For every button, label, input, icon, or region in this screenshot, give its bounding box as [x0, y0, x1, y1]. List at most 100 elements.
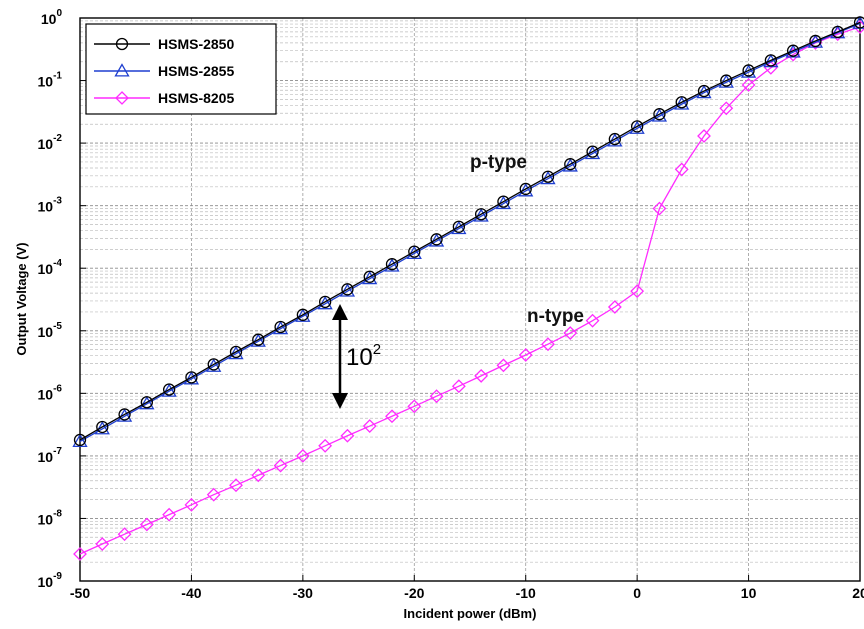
- data-point-hsms-2855: [451, 220, 467, 235]
- y-tick-exponent: -4: [53, 258, 62, 269]
- data-point-hsms-8205: [385, 409, 399, 424]
- data-point-hsms-8205: [162, 507, 177, 522]
- y-tick-base: 10: [38, 136, 54, 152]
- x-tick-label: -20: [404, 585, 424, 601]
- data-point-hsms-2855: [807, 34, 824, 48]
- data-point-hsms-8205: [318, 438, 333, 453]
- data-point-hsms-2850: [185, 371, 198, 384]
- y-tick-base: 10: [38, 324, 54, 340]
- y-tick-base: 10: [38, 386, 54, 402]
- data-point-hsms-2850: [519, 182, 532, 196]
- plot-frame: [79, 17, 861, 582]
- data-point-hsms-8205: [95, 537, 110, 551]
- data-point-hsms-2855: [785, 44, 801, 58]
- data-point-hsms-2850: [786, 44, 800, 57]
- y-tick-exponent: -7: [53, 446, 62, 457]
- data-point-hsms-2855: [228, 345, 244, 360]
- x-tick-label: 0: [633, 585, 641, 601]
- data-point-hsms-2850: [608, 132, 622, 146]
- data-point-hsms-2850: [742, 64, 755, 77]
- data-point-hsms-2850: [630, 120, 644, 133]
- y-tick-exponent: -2: [53, 133, 62, 144]
- x-tick-label: 20: [852, 585, 864, 601]
- ratio-label-base: 10: [346, 344, 373, 371]
- data-point-hsms-2855: [696, 84, 712, 99]
- data-point-hsms-2850: [586, 145, 599, 158]
- legend-marker-hsms-2855: [114, 63, 130, 77]
- series-line-hsms-2850: [79, 21, 861, 441]
- data-point-hsms-8205: [741, 78, 756, 92]
- data-point-hsms-8205: [251, 468, 266, 483]
- x-axis-label: Incident power (dBm): [404, 606, 537, 621]
- y-tick-base: 10: [38, 574, 54, 590]
- data-point-hsms-2850: [385, 258, 399, 271]
- y-tick-base: 10: [41, 11, 57, 27]
- data-point-hsms-2850: [229, 345, 243, 359]
- data-point-hsms-8205: [451, 379, 466, 394]
- data-point-hsms-2850: [764, 54, 778, 67]
- data-point-hsms-2855: [183, 371, 200, 385]
- data-point-hsms-2850: [809, 34, 822, 48]
- data-point-hsms-8205: [229, 478, 243, 493]
- data-point-hsms-8205: [607, 300, 622, 314]
- y-tick-label: 10-3: [38, 196, 63, 215]
- legend-label-hsms-2850: HSMS-2850: [158, 36, 234, 52]
- data-point-hsms-2850: [675, 96, 688, 109]
- data-point-hsms-8205: [719, 101, 734, 116]
- data-point-hsms-2850: [296, 308, 310, 321]
- data-point-hsms-2850: [252, 333, 265, 346]
- data-point-hsms-2850: [452, 220, 466, 233]
- y-tick-base: 10: [38, 261, 54, 277]
- y-axis-label: Output Voltage (V): [14, 242, 29, 355]
- data-point-hsms-2850: [697, 84, 711, 98]
- data-point-hsms-8205: [184, 497, 199, 512]
- data-point-hsms-8205: [763, 60, 778, 75]
- series-layer: [72, 15, 864, 561]
- y-tick-label: 10-2: [38, 133, 63, 152]
- data-point-hsms-8205: [73, 547, 87, 561]
- y-tick-label: 10-8: [38, 508, 63, 527]
- data-point-hsms-2850: [831, 25, 844, 39]
- data-point-hsms-8205: [518, 348, 533, 362]
- data-point-hsms-8205: [362, 419, 377, 433]
- data-point-hsms-2855: [428, 233, 445, 247]
- y-tick-base: 10: [38, 199, 54, 215]
- data-point-hsms-2855: [139, 396, 155, 410]
- data-point-hsms-2850: [474, 208, 488, 221]
- data-point-hsms-2850: [341, 283, 354, 296]
- y-tick-label: 10-1: [38, 71, 63, 90]
- x-tick-label: -30: [293, 585, 313, 601]
- data-point-hsms-2850: [564, 158, 577, 171]
- data-point-hsms-2850: [318, 295, 332, 309]
- data-point-hsms-8205: [407, 399, 422, 414]
- tick-layer: -50 -40 -30 -20 -10 0 10 2010010-110-210-310-41…: [38, 8, 864, 601]
- data-point-hsms-8205: [206, 487, 221, 502]
- data-point-hsms-8205: [496, 358, 511, 373]
- data-point-hsms-2850: [96, 420, 109, 434]
- y-tick-label: 10-5: [38, 321, 63, 340]
- x-tick-label: -10: [516, 585, 536, 601]
- y-tick-exponent: -9: [53, 571, 62, 582]
- legend-label-hsms-2855: HSMS-2855: [158, 63, 234, 79]
- legend-marker-hsms-8205: [115, 91, 129, 105]
- data-point-hsms-2850: [497, 195, 510, 208]
- y-tick-label: 10-4: [38, 258, 63, 277]
- data-point-hsms-2855: [94, 421, 110, 435]
- data-point-hsms-2850: [720, 74, 733, 87]
- x-tick-label: -40: [181, 585, 201, 601]
- data-point-hsms-2850: [118, 408, 131, 421]
- data-point-hsms-2855: [763, 53, 779, 68]
- y-tick-label: 10-7: [38, 446, 63, 465]
- data-point-hsms-8205: [273, 458, 288, 473]
- data-point-hsms-2855: [116, 408, 133, 422]
- data-point-hsms-8205: [117, 527, 132, 542]
- y-tick-label: 10-9: [38, 571, 63, 590]
- y-tick-base: 10: [38, 511, 54, 527]
- y-tick-exponent: 0: [56, 8, 62, 19]
- legend: HSMS-2850 HSMS-2855 HSMS-8205: [85, 23, 277, 115]
- data-point-hsms-2855: [272, 320, 289, 335]
- data-point-hsms-2855: [406, 245, 422, 260]
- data-point-hsms-8205: [697, 129, 711, 143]
- data-point-hsms-2855: [72, 433, 88, 447]
